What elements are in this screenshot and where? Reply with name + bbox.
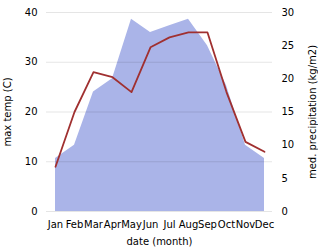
svg-text:Aug: Aug [179,219,199,230]
svg-text:40: 40 [25,7,38,18]
svg-text:10: 10 [282,139,295,150]
svg-text:25: 25 [282,40,295,51]
svg-text:date (month): date (month) [127,236,193,247]
svg-text:30: 30 [282,7,295,18]
svg-text:Jan: Jan [47,219,63,230]
svg-text:Jun: Jun [142,219,159,230]
svg-text:Mar: Mar [84,219,104,230]
svg-text:Feb: Feb [66,219,84,230]
svg-text:Dec: Dec [255,219,274,230]
svg-text:Nov: Nov [236,219,256,230]
svg-text:20: 20 [25,106,38,117]
svg-text:med. precipitation (kg/m2): med. precipitation (kg/m2) [307,45,318,179]
svg-text:Jul: Jul [162,219,175,230]
svg-text:30: 30 [25,56,38,67]
svg-text:max temp (C): max temp (C) [2,77,13,146]
svg-text:5: 5 [282,173,288,184]
svg-text:10: 10 [25,156,38,167]
svg-text:Sep: Sep [198,219,217,230]
svg-text:Oct: Oct [218,219,235,230]
svg-text:0: 0 [31,206,37,217]
svg-text:15: 15 [282,106,295,117]
svg-text:20: 20 [282,73,295,84]
svg-text:May: May [121,219,142,230]
svg-text:0: 0 [282,206,288,217]
svg-text:Apr: Apr [104,219,122,230]
